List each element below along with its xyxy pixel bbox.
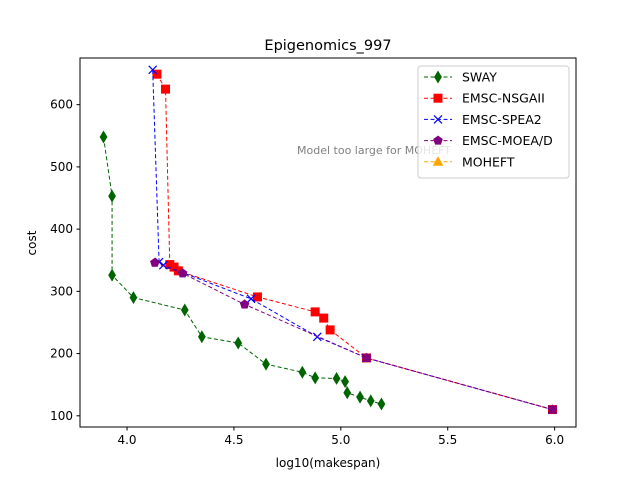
y-tick-label: 200 bbox=[50, 347, 73, 361]
y-tick-label: 500 bbox=[50, 160, 73, 174]
data-point bbox=[246, 294, 256, 304]
legend-marker bbox=[433, 114, 443, 124]
data-point bbox=[366, 394, 375, 408]
data-point bbox=[343, 386, 352, 400]
y-tick-label: 100 bbox=[50, 409, 73, 423]
series-line-emsc-moea-d bbox=[154, 262, 553, 411]
data-point bbox=[547, 404, 558, 414]
legend-label: EMSC-NSGAII bbox=[462, 91, 545, 106]
data-point bbox=[197, 330, 206, 344]
data-point bbox=[108, 189, 116, 203]
data-point bbox=[325, 325, 335, 335]
data-point bbox=[252, 292, 262, 302]
data-point bbox=[310, 307, 320, 317]
legend-marker bbox=[432, 156, 444, 166]
data-point bbox=[177, 268, 188, 278]
x-tick-label: 4.0 bbox=[117, 433, 136, 447]
y-tick-label: 400 bbox=[50, 222, 73, 236]
data-point bbox=[158, 260, 168, 270]
legend-label: SWAY bbox=[462, 70, 497, 85]
data-point bbox=[319, 313, 329, 323]
x-tick-label: 5.0 bbox=[331, 433, 350, 447]
data-point bbox=[180, 303, 189, 317]
axes-frame bbox=[79, 57, 577, 428]
x-tick-label: 6.0 bbox=[545, 433, 564, 447]
data-point bbox=[152, 69, 162, 79]
plot-area: 4.0 4.5 5.0 5.5 6.0 100 200 300 400 500 600 bbox=[50, 57, 577, 447]
data-point bbox=[99, 130, 108, 144]
data-point bbox=[332, 371, 341, 385]
annotation-text: Model too large for MOHEFT bbox=[297, 144, 451, 157]
legend-label: EMSC-MOEA/D bbox=[462, 133, 553, 148]
data-point bbox=[108, 268, 116, 282]
x-axis-label: log10(makespan) bbox=[276, 456, 381, 470]
legend-marker bbox=[434, 70, 442, 84]
data-point bbox=[361, 352, 372, 362]
x-tick-label: 4.5 bbox=[224, 433, 243, 447]
data-point bbox=[311, 371, 320, 385]
data-point bbox=[239, 299, 250, 309]
data-point bbox=[150, 257, 160, 267]
legend: SWAY EMSC-NSGAII EMSC-SPEA2 EMSC-MOEA/D MOHE… bbox=[417, 65, 570, 179]
data-point bbox=[298, 365, 307, 379]
data-point bbox=[262, 357, 270, 371]
data-point bbox=[148, 65, 158, 75]
data-point bbox=[341, 375, 349, 389]
legend-marker bbox=[433, 135, 443, 145]
legend-label: EMSC-SPEA2 bbox=[462, 112, 542, 127]
y-tick-label: 600 bbox=[50, 98, 73, 112]
data-point bbox=[161, 84, 171, 94]
data-point bbox=[129, 291, 138, 305]
data-point bbox=[234, 336, 243, 350]
y-tick-label: 300 bbox=[50, 284, 73, 298]
legend-box bbox=[417, 65, 570, 179]
legend-label: MOHEFT bbox=[462, 154, 515, 169]
data-point bbox=[377, 397, 386, 411]
x-tick-label: 5.5 bbox=[438, 433, 457, 447]
legend-marker bbox=[433, 93, 443, 103]
y-axis-label: cost bbox=[25, 230, 39, 255]
chart-title: Epigenomics_997 bbox=[264, 38, 391, 54]
data-point bbox=[356, 390, 364, 404]
series-line-sway bbox=[103, 136, 382, 405]
